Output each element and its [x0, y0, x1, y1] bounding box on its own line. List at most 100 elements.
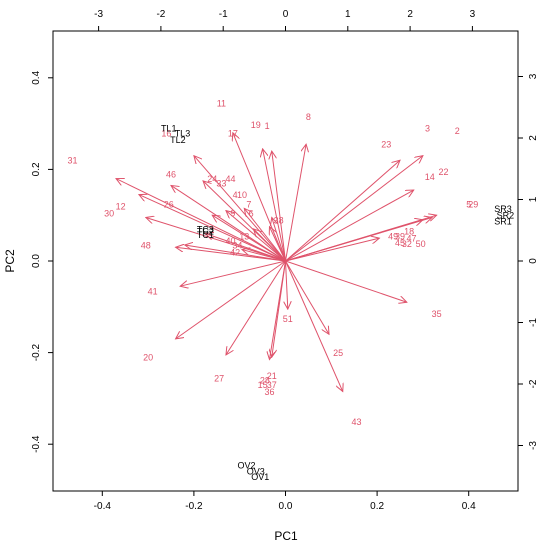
- observation-label-OV2: OV2: [238, 460, 256, 470]
- x-tick-label: -0.4: [94, 501, 112, 512]
- loading-arrow-7: [233, 133, 286, 262]
- variable-label-17: 17: [228, 128, 238, 138]
- variable-label-26: 26: [164, 199, 174, 209]
- loading-arrow-16: [285, 220, 423, 262]
- top-tick-label: -1: [219, 9, 228, 20]
- y-tick-label: -0.4: [31, 435, 42, 453]
- variable-label-34: 34: [232, 240, 242, 250]
- loading-arrows: [116, 133, 437, 392]
- loading-arrow-34: [242, 250, 286, 262]
- variable-label-13: 13: [239, 231, 249, 241]
- loading-arrow-21: [286, 260, 288, 309]
- variable-label-15: 15: [258, 380, 268, 390]
- variable-label-46: 46: [166, 169, 176, 179]
- x-tick-label: 0.0: [279, 501, 293, 512]
- variable-label-47: 47: [406, 234, 416, 244]
- variable-label-36: 36: [264, 387, 274, 397]
- variable-label-18: 18: [404, 227, 414, 237]
- loading-arrow-8: [263, 149, 286, 262]
- variable-label-6: 6: [249, 208, 254, 218]
- variable-label-42: 42: [230, 247, 240, 257]
- variable-label-40: 40: [226, 236, 236, 246]
- axes: -0.4 -0.2 0.0 0.2 0.4 -0.4 -0.2 0.0 0.2 0.4 -3 -2 -1…: [31, 9, 539, 512]
- top-tick-label: 1: [345, 9, 351, 20]
- variable-label-41: 41: [148, 286, 158, 296]
- variable-label-23: 23: [381, 140, 391, 150]
- loading-arrow-2: [139, 195, 286, 262]
- variable-label-51: 51: [283, 314, 293, 324]
- y-tick-label: 0.0: [31, 254, 42, 268]
- loading-arrow-4: [171, 185, 286, 262]
- variable-label-16: 16: [161, 128, 171, 138]
- variable-label-24: 24: [207, 174, 217, 184]
- loading-arrow-30: [212, 215, 286, 262]
- variable-label-5: 5: [466, 199, 471, 209]
- top-tick-label: 2: [407, 9, 413, 20]
- loading-arrow-32: [244, 208, 286, 262]
- variable-label-32: 32: [402, 239, 412, 249]
- variable-label-1: 1: [265, 121, 270, 131]
- variable-label-48: 48: [141, 240, 151, 250]
- right-tick-label: 1: [528, 196, 539, 202]
- variable-label-9: 9: [230, 208, 235, 218]
- right-tick-label: -3: [528, 441, 539, 450]
- loading-arrow-9: [272, 151, 286, 262]
- loading-arrow-25: [176, 260, 286, 339]
- top-tick-label: -2: [156, 9, 165, 20]
- variable-label-7: 7: [246, 199, 251, 209]
- observation-label-TC1: TC1: [197, 230, 214, 240]
- variable-label-14: 14: [425, 172, 435, 182]
- variable-label-27: 27: [214, 373, 224, 383]
- y-tick-label: 0.2: [31, 162, 42, 176]
- variable-label-19: 19: [251, 120, 261, 130]
- variable-label-33: 33: [216, 179, 226, 189]
- variable-label-4: 4: [233, 190, 238, 200]
- variable-label-35: 35: [432, 309, 442, 319]
- loading-arrow-27: [176, 247, 286, 262]
- variable-label-30: 30: [104, 208, 114, 218]
- right-tick-label: 3: [528, 73, 539, 79]
- x-tick-label: 0.2: [370, 501, 384, 512]
- loading-arrow-11: [285, 160, 401, 262]
- variable-label-28: 28: [260, 376, 270, 386]
- observation-label-OV3: OV3: [247, 466, 265, 476]
- x-tick-label: -0.2: [185, 501, 203, 512]
- variable-label-25: 25: [333, 348, 343, 358]
- loading-arrow-28: [185, 245, 286, 262]
- right-tick-label: -1: [528, 318, 539, 327]
- loading-arrow-35: [272, 217, 286, 262]
- variable-label-50: 50: [416, 239, 426, 249]
- variable-label-44: 44: [226, 174, 236, 184]
- loading-arrow-5: [194, 156, 286, 262]
- y-tick-label: -0.2: [31, 344, 42, 362]
- variable-label-8: 8: [306, 112, 311, 122]
- variable-label-39: 39: [395, 231, 405, 241]
- top-tick-label: 3: [470, 9, 476, 20]
- loading-arrow-17: [285, 238, 380, 262]
- loading-arrow-23: [269, 260, 286, 359]
- observation-label-SR2: SR2: [497, 211, 515, 221]
- top-tick-label: 0: [283, 9, 289, 20]
- loading-arrow-1: [116, 179, 286, 262]
- loading-arrow-33: [253, 229, 286, 262]
- variable-label-3: 3: [425, 124, 430, 134]
- variable-label-31: 31: [68, 156, 78, 166]
- variable-label-10: 10: [237, 190, 247, 200]
- variable-label-49: 49: [388, 231, 398, 241]
- loading-arrow-13: [285, 190, 414, 262]
- loading-arrow-10: [285, 144, 307, 262]
- loading-arrow-3: [146, 217, 286, 262]
- observation-label-SR1: SR1: [494, 217, 512, 227]
- observation-label-TL1: TL1: [161, 124, 177, 134]
- loading-arrow-36: [269, 227, 286, 262]
- loading-arrow-26: [180, 260, 286, 286]
- observation-label-TC3: TC3: [197, 224, 214, 234]
- observation-label-OV1: OV1: [251, 472, 269, 482]
- variable-label-11: 11: [217, 98, 226, 108]
- variable-label-43: 43: [351, 417, 361, 427]
- variable-label-45: 45: [395, 238, 405, 248]
- variable-label-12: 12: [116, 202, 126, 212]
- variable-label-21: 21: [267, 371, 277, 381]
- variable-label-38: 38: [274, 215, 284, 225]
